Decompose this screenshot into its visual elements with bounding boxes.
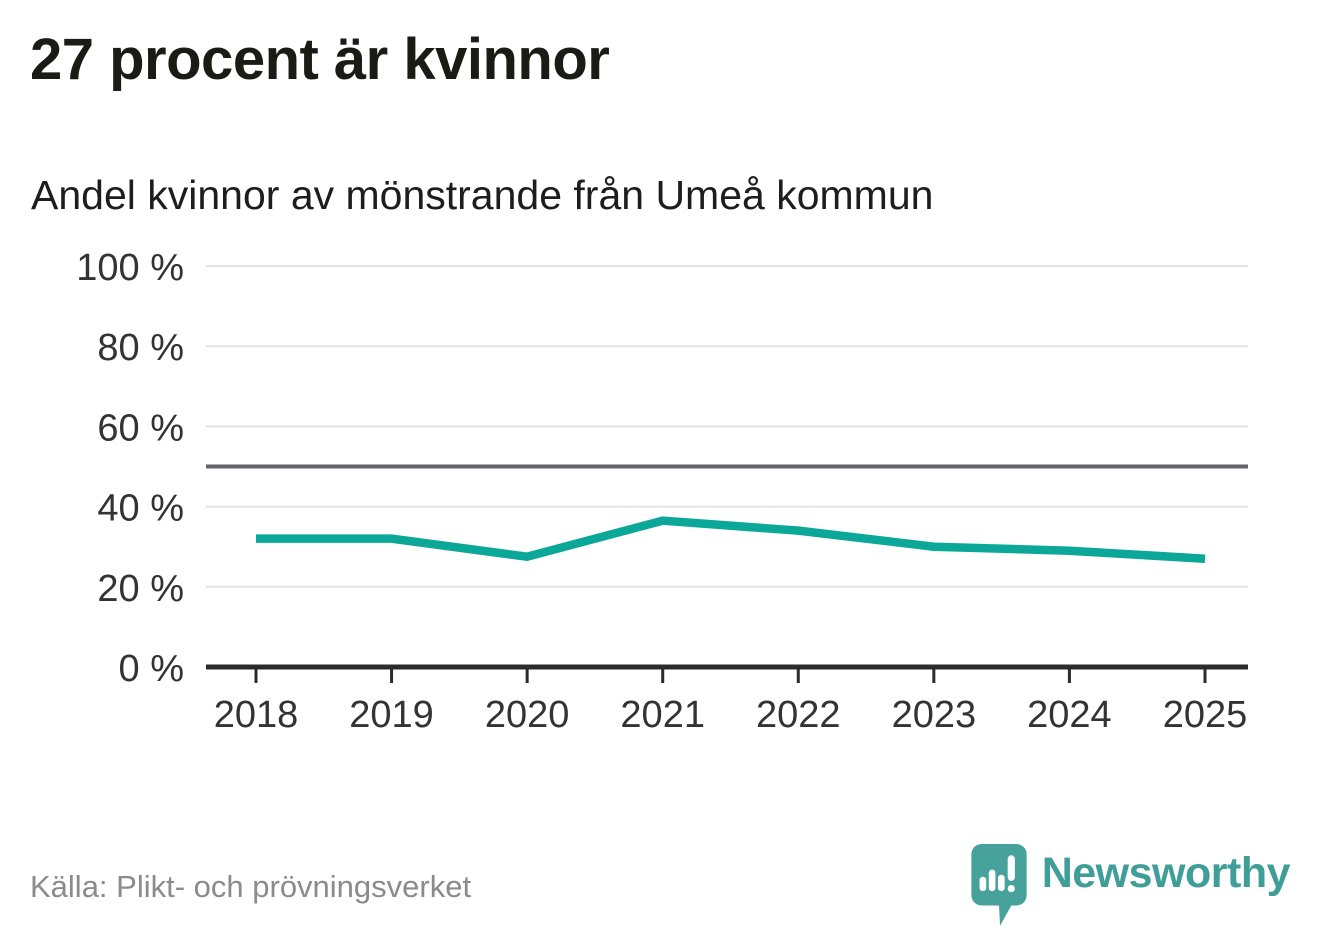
- logo-bar-3: [997, 874, 1005, 892]
- x-axis-label-2023: 2023: [892, 694, 977, 736]
- x-axis-label-2021: 2021: [620, 694, 705, 736]
- x-axis-label-2018: 2018: [214, 694, 299, 736]
- brand-logo: Newsworthy: [970, 843, 1291, 929]
- source-note: Källa: Plikt- och prövningsverket: [30, 869, 472, 904]
- y-axis-label-0: 0 %: [119, 648, 184, 690]
- chart-title: 27 procent är kvinnor: [30, 27, 610, 92]
- newsworthy-logo-icon: [971, 844, 1027, 926]
- logo-exclamation-bar: [1007, 855, 1015, 881]
- x-axis-label-2022: 2022: [756, 694, 841, 736]
- data-line-series: [256, 516, 1206, 563]
- y-axis-label-60: 60 %: [97, 407, 184, 449]
- logo-bar-1: [979, 876, 986, 892]
- logo-exclamation-dot: [1007, 884, 1015, 893]
- y-axis-label-80: 80 %: [97, 327, 184, 369]
- x-axis-label-2019: 2019: [349, 694, 434, 736]
- x-axis-label-2020: 2020: [485, 694, 570, 736]
- x-axis-label-2024: 2024: [1027, 694, 1112, 736]
- brand-name: Newsworthy: [1041, 849, 1291, 897]
- y-axis-label-40: 40 %: [97, 488, 184, 530]
- logo-bar-2: [988, 869, 996, 892]
- y-axis-label-20: 20 %: [97, 568, 184, 610]
- x-axis-label-2025: 2025: [1163, 694, 1248, 736]
- y-axis-label-100: 100 %: [76, 247, 184, 289]
- line-chart: 0 % 20 % 40 % 60 % 80 % 100 % 2018 2019 2020 2021…: [76, 247, 1248, 736]
- chart-subtitle: Andel kvinnor av mönstrande från Umeå ko…: [31, 172, 934, 218]
